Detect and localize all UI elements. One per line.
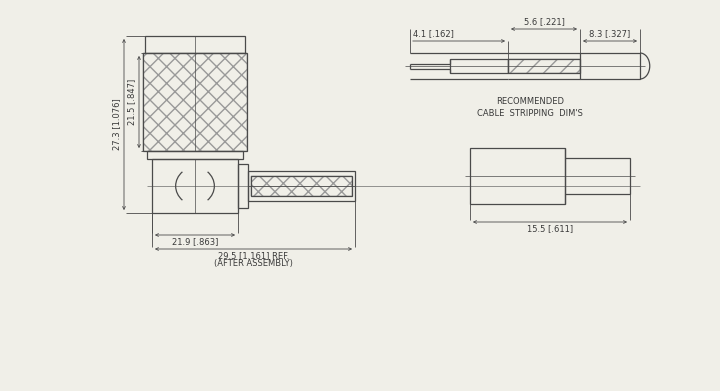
Text: 29.5 [1.161] REF.: 29.5 [1.161] REF.	[218, 251, 289, 260]
Text: 21.5 [.847]: 21.5 [.847]	[127, 79, 137, 125]
Bar	[238, 164, 248, 208]
Text: 15.5 [.611]: 15.5 [.611]	[527, 224, 573, 233]
Text: 4.1 [.162]: 4.1 [.162]	[413, 29, 454, 38]
Bar	[143, 53, 247, 151]
Bar	[143, 53, 247, 151]
Text: RECOMMENDED
CABLE  STRIPPING  DIM'S: RECOMMENDED CABLE STRIPPING DIM'S	[477, 97, 583, 118]
Bar	[565, 158, 630, 194]
Bar	[248, 171, 355, 201]
Bar	[147, 151, 243, 159]
Bar	[580, 53, 640, 79]
Text: (AFTER ASSEMBLY): (AFTER ASSEMBLY)	[214, 259, 293, 268]
Bar	[251, 176, 352, 196]
Text: 5.6 [.221]: 5.6 [.221]	[523, 18, 564, 27]
Text: 27.3 [1.076]: 27.3 [1.076]	[112, 99, 122, 151]
Bar	[251, 176, 352, 196]
Bar	[450, 59, 508, 73]
Bar	[152, 159, 238, 213]
Text: 8.3 [.327]: 8.3 [.327]	[590, 29, 631, 38]
Bar	[470, 148, 565, 204]
Bar	[508, 59, 580, 73]
Text: 21.9 [.863]: 21.9 [.863]	[172, 237, 218, 246]
Bar	[508, 59, 580, 73]
Bar	[145, 36, 245, 53]
